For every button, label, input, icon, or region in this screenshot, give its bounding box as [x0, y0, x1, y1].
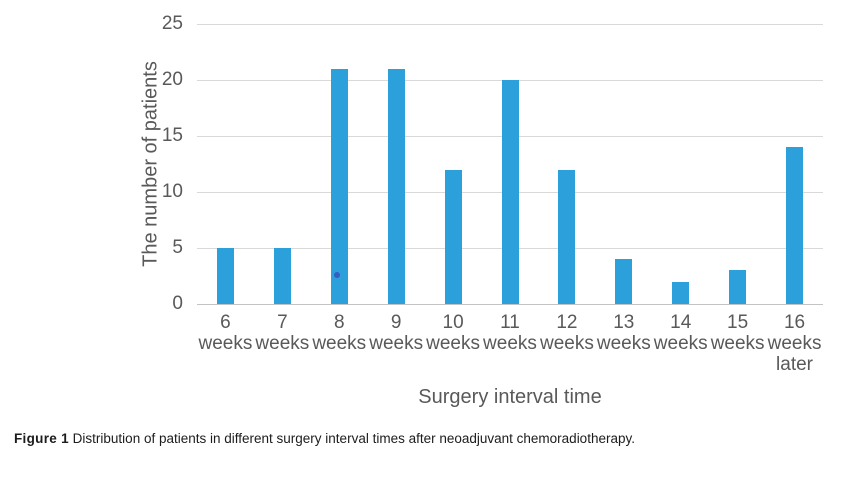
y-axis-title: The number of patients: [139, 61, 162, 267]
bar-15-weeks: [729, 270, 747, 304]
y-tick-label-25: 25: [161, 13, 183, 34]
x-tick-label-16-weeks-later: 16 weeks later: [760, 312, 829, 375]
y-tick-label-15: 15: [161, 125, 183, 146]
x-tick-label-line: 15: [727, 312, 749, 333]
x-tick-label-line: 12: [556, 312, 578, 333]
x-tick-label-10-weeks: 10 weeks: [419, 312, 488, 354]
x-axis-title: Surgery interval time: [418, 386, 602, 408]
bar-6-weeks: [216, 248, 234, 304]
x-tick-label-12-weeks: 12 weeks: [532, 312, 601, 354]
x-tick-label-line: 10: [442, 312, 464, 333]
bar-7-weeks: [273, 248, 291, 304]
bar-16-weeks-later: [786, 147, 804, 304]
y-tick-label-20: 20: [161, 69, 183, 90]
x-tick-label-line: 14: [670, 312, 692, 333]
bar-11-weeks: [501, 80, 519, 304]
bar-12-weeks: [558, 169, 576, 304]
gridline-25: [197, 24, 823, 25]
x-tick-label-line: 11: [500, 312, 520, 333]
plot-area: [197, 24, 823, 305]
y-tick-label-0: 0: [172, 293, 183, 314]
figure-caption: Figure 1 Distribution of patients in dif…: [14, 431, 824, 447]
x-tick-label-line: 8: [333, 312, 345, 333]
x-tick-label-14-weeks: 14 weeks: [646, 312, 715, 354]
x-tick-label-line: weeks: [255, 333, 310, 354]
x-tick-label-6-weeks: 6 weeks: [191, 312, 260, 354]
x-tick-label-line: weeks: [198, 333, 253, 354]
y-tick-label-5: 5: [172, 237, 183, 258]
x-tick-label-line: weeks: [483, 333, 537, 354]
x-tick-label-9-weeks: 9 weeks: [362, 312, 431, 354]
stray-ink-dot: [334, 272, 340, 278]
figure-caption-label: Figure 1: [14, 431, 69, 446]
x-axis-line: [197, 304, 823, 305]
x-tick-label-line: weeks: [596, 333, 651, 354]
x-tick-label-line: 16: [783, 312, 806, 333]
x-tick-label-line: 7: [277, 312, 288, 333]
x-tick-label-line: weeks: [369, 333, 424, 354]
x-tick-label-11-weeks: 11 weeks: [476, 312, 545, 354]
x-tick-label-7-weeks: 7 weeks: [248, 312, 317, 354]
x-tick-label-line: later: [776, 354, 814, 375]
x-tick-label-line: weeks: [710, 333, 765, 354]
x-tick-label-line: 6: [220, 312, 231, 333]
figure-caption-text: Distribution of patients in different su…: [68, 431, 635, 446]
x-tick-label-line: weeks: [426, 333, 480, 354]
bar-8-weeks: [330, 68, 348, 304]
x-tick-label-13-weeks: 13 weeks: [589, 312, 658, 354]
bar-13-weeks: [615, 259, 633, 304]
x-tick-label-line: 9: [390, 312, 402, 333]
x-tick-label-8-weeks: 8 weeks: [305, 312, 374, 354]
x-tick-label-line: 13: [613, 312, 635, 333]
x-tick-label-line: weeks: [312, 333, 367, 354]
y-tick-label-10: 10: [161, 181, 183, 202]
x-tick-label-line: weeks: [653, 333, 708, 354]
x-tick-label-line: weeks: [539, 333, 594, 354]
x-tick-label-line: weeks: [767, 333, 822, 354]
bar-14-weeks: [672, 281, 690, 304]
x-tick-label-15-weeks: 15 weeks: [703, 312, 772, 354]
bar-9-weeks: [387, 68, 405, 304]
bar-10-weeks: [444, 169, 462, 304]
